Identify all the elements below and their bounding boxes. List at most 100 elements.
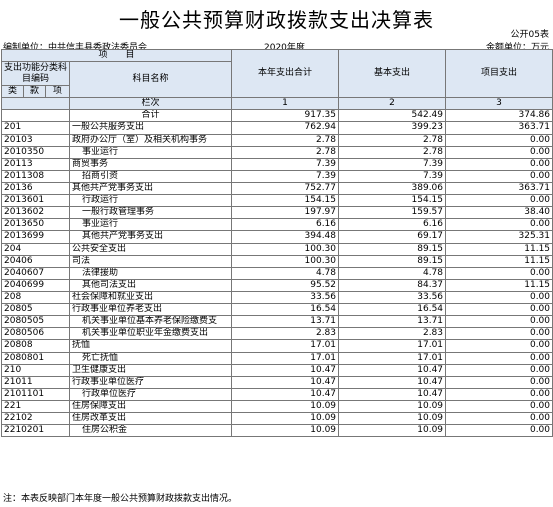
- row-col2: 2.83: [338, 327, 447, 341]
- row-col2: 16.54: [338, 303, 447, 317]
- row-col3: 0.00: [445, 327, 553, 341]
- row-col1: 4.78: [231, 266, 340, 280]
- row-code: 2011308: [1, 169, 70, 183]
- row-col2: 7.39: [338, 157, 447, 171]
- row-col2: 84.37: [338, 278, 447, 292]
- row-col1: 13.71: [231, 315, 340, 329]
- header-col2-index: 2: [338, 97, 447, 111]
- row-subject-name: 死亡抚恤: [68, 351, 233, 365]
- total-col1: 917.35: [231, 109, 340, 123]
- table-row: 210 卫生健康支出 10.47 10.47 0.00: [1, 363, 553, 377]
- row-col2: 2.78: [338, 133, 447, 147]
- row-subject-name: 司法: [68, 254, 233, 268]
- row-col1: 16.54: [231, 303, 340, 317]
- row-subject-name: 其他共产党事务支出: [68, 230, 233, 244]
- header-project: 项 目: [0, 48, 233, 63]
- row-col3: 11.15: [445, 254, 553, 268]
- header-section: 款: [23, 85, 46, 99]
- row-code: 21011: [1, 375, 70, 389]
- row-subject-name: 行政单位医疗: [68, 387, 233, 401]
- row-code: 2080801: [1, 351, 70, 365]
- row-code: 201: [1, 121, 70, 135]
- row-col2: 33.56: [338, 290, 447, 305]
- row-col2: 2.78: [338, 145, 447, 159]
- row-col2: 154.15: [338, 194, 447, 208]
- row-subject-name: 行政事业单位医疗: [68, 375, 233, 389]
- row-subject-name: 其他司法支出: [68, 278, 233, 292]
- row-code: 20136: [1, 181, 70, 196]
- total-row: 合计 917.35 542.49 374.86: [1, 109, 553, 123]
- row-col3: 325.31: [445, 230, 553, 244]
- row-col3: 11.15: [445, 242, 553, 256]
- row-col3: 0.00: [445, 424, 553, 438]
- table-row: 2013601 行政运行 154.15 154.15 0.00: [1, 194, 553, 208]
- row-subject-name: 机关事业单位职业年金缴费支出: [68, 327, 233, 341]
- row-col1: 17.01: [231, 339, 340, 353]
- row-col2: 6.16: [338, 218, 447, 232]
- row-code: 20406: [1, 254, 70, 268]
- header-col2: 基本支出: [338, 48, 447, 99]
- row-code: 2101101: [1, 387, 70, 401]
- row-col1: 394.48: [231, 230, 340, 244]
- row-code: 208: [1, 290, 70, 305]
- table-row: 204 公共安全支出 100.30 89.15 11.15: [1, 242, 553, 256]
- row-subject-name: 商贸事务: [68, 157, 233, 171]
- table-row: 2013699 其他共产党事务支出 394.48 69.17 325.31: [1, 230, 553, 244]
- row-col2: 89.15: [338, 242, 447, 256]
- table-row: 20103 政府办公厅（室）及相关机构事务 2.78 2.78 0.00: [1, 133, 553, 147]
- table-row: 221 住房保障支出 10.09 10.09 0.00: [1, 399, 553, 414]
- row-subject-name: 卫生健康支出: [68, 363, 233, 377]
- table-row: 20113 商贸事务 7.39 7.39 0.00: [1, 157, 553, 171]
- row-col1: 95.52: [231, 278, 340, 292]
- row-col1: 100.30: [231, 242, 340, 256]
- row-col3: 0.00: [445, 157, 553, 171]
- row-subject-name: 事业运行: [68, 145, 233, 159]
- row-subject-name: 招商引资: [68, 169, 233, 183]
- table-row: 2080505 机关事业单位基本养老保险缴费支 13.71 13.71 0.00: [1, 315, 553, 329]
- row-code: 2040607: [1, 266, 70, 280]
- row-code: 2013650: [1, 218, 70, 232]
- amount-unit: 金额单位：万元: [485, 43, 549, 53]
- row-col1: 6.16: [231, 218, 340, 232]
- row-col2: 10.47: [338, 375, 447, 389]
- row-col1: 154.15: [231, 194, 340, 208]
- table-row: 20808 抚恤 17.01 17.01 0.00: [1, 339, 553, 353]
- row-col1: 10.47: [231, 363, 340, 377]
- row-subject-name: 政府办公厅（室）及相关机构事务: [68, 133, 233, 147]
- row-subject-name: 一般行政管理事务: [68, 206, 233, 220]
- row-code: 20113: [1, 157, 70, 171]
- row-col1: 2.78: [231, 133, 340, 147]
- total-col3: 374.86: [445, 109, 553, 123]
- row-col1: 7.39: [231, 157, 340, 171]
- row-col1: 10.47: [231, 375, 340, 389]
- row-col1: 10.09: [231, 424, 340, 438]
- row-col2: 399.23: [338, 121, 447, 135]
- row-col2: 17.01: [338, 351, 447, 365]
- row-subject-name: 住房保障支出: [68, 399, 233, 414]
- form-number: 公开05表: [510, 30, 549, 40]
- row-col1: 17.01: [231, 351, 340, 365]
- row-col1: 752.77: [231, 181, 340, 196]
- row-col2: 10.47: [338, 363, 447, 377]
- row-subject-name: 住房改革支出: [68, 412, 233, 426]
- row-col3: 0.00: [445, 399, 553, 414]
- row-col2: 10.47: [338, 387, 447, 401]
- row-code: 221: [1, 399, 70, 414]
- table-row: 20136 其他共产党事务支出 752.77 389.06 363.71: [1, 181, 553, 196]
- row-col1: 33.56: [231, 290, 340, 305]
- row-col1: 10.47: [231, 387, 340, 401]
- row-subject-name: 住房公积金: [68, 424, 233, 438]
- row-col3: 0.00: [445, 133, 553, 147]
- header-col1: 本年支出合计: [231, 48, 340, 99]
- row-col3: 0.00: [445, 339, 553, 353]
- row-col3: 0.00: [445, 387, 553, 401]
- row-col1: 197.97: [231, 206, 340, 220]
- row-subject-name: 其他共产党事务支出: [68, 181, 233, 196]
- report-title: 一般公共预算财政拨款支出决算表: [119, 8, 434, 32]
- row-col3: 0.00: [445, 194, 553, 208]
- row-col3: 0.00: [445, 303, 553, 317]
- row-col3: 0.00: [445, 315, 553, 329]
- header-class: 类: [1, 85, 24, 99]
- row-subject-name: 法律援助: [68, 266, 233, 280]
- table-row: 22102 住房改革支出 10.09 10.09 0.00: [1, 412, 553, 426]
